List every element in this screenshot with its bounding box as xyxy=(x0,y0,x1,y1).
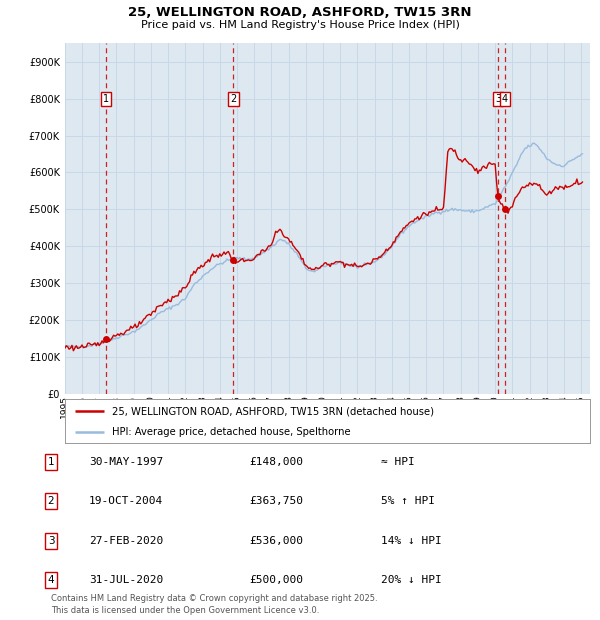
Text: 19-OCT-2004: 19-OCT-2004 xyxy=(89,496,163,506)
Text: 27-FEB-2020: 27-FEB-2020 xyxy=(89,536,163,546)
Text: 4: 4 xyxy=(502,94,508,104)
Text: £500,000: £500,000 xyxy=(249,575,303,585)
Text: HPI: Average price, detached house, Spelthorne: HPI: Average price, detached house, Spel… xyxy=(112,427,350,437)
Text: 3: 3 xyxy=(495,94,501,104)
Text: 2: 2 xyxy=(230,94,236,104)
Text: 30-MAY-1997: 30-MAY-1997 xyxy=(89,457,163,467)
Text: £148,000: £148,000 xyxy=(249,457,303,467)
Text: 25, WELLINGTON ROAD, ASHFORD, TW15 3RN (detached house): 25, WELLINGTON ROAD, ASHFORD, TW15 3RN (… xyxy=(112,406,434,416)
Text: 1: 1 xyxy=(47,457,55,467)
Text: £363,750: £363,750 xyxy=(249,496,303,506)
Text: 20% ↓ HPI: 20% ↓ HPI xyxy=(381,575,442,585)
Text: Price paid vs. HM Land Registry's House Price Index (HPI): Price paid vs. HM Land Registry's House … xyxy=(140,20,460,30)
Text: 3: 3 xyxy=(47,536,55,546)
Text: 31-JUL-2020: 31-JUL-2020 xyxy=(89,575,163,585)
Text: 14% ↓ HPI: 14% ↓ HPI xyxy=(381,536,442,546)
Text: 2: 2 xyxy=(47,496,55,506)
Text: £536,000: £536,000 xyxy=(249,536,303,546)
Text: 25, WELLINGTON ROAD, ASHFORD, TW15 3RN: 25, WELLINGTON ROAD, ASHFORD, TW15 3RN xyxy=(128,6,472,19)
Text: 4: 4 xyxy=(47,575,55,585)
Text: 1: 1 xyxy=(103,94,109,104)
Text: ≈ HPI: ≈ HPI xyxy=(381,457,415,467)
Text: 5% ↑ HPI: 5% ↑ HPI xyxy=(381,496,435,506)
Text: Contains HM Land Registry data © Crown copyright and database right 2025.
This d: Contains HM Land Registry data © Crown c… xyxy=(51,594,377,615)
